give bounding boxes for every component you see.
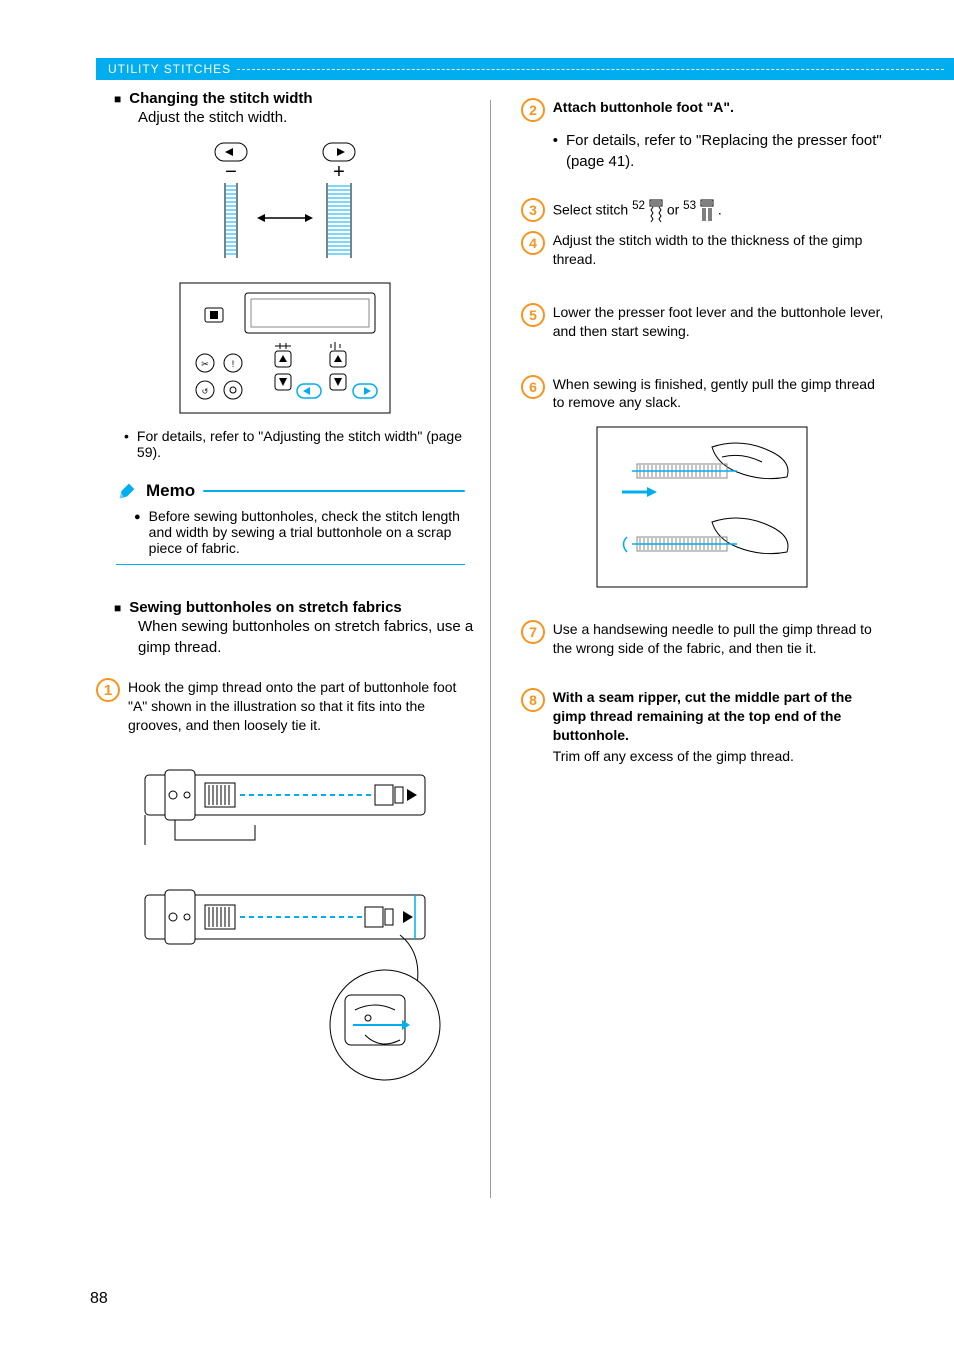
page-content: Changing the stitch width Adjust the sti… bbox=[96, 90, 884, 1288]
figure-foot-top bbox=[96, 745, 475, 865]
memo-title: Memo bbox=[146, 481, 195, 501]
memo-icon bbox=[116, 480, 138, 502]
step-number-5-icon: 5 bbox=[521, 303, 545, 327]
svg-text:1: 1 bbox=[104, 682, 112, 699]
heading-changing-width: Changing the stitch width bbox=[114, 90, 475, 107]
step-number-7-icon: 7 bbox=[521, 620, 545, 644]
heading-sub: Adjust the stitch width. bbox=[138, 107, 475, 128]
svg-text:+: + bbox=[334, 161, 346, 183]
step-5-text: Lower the presser foot lever and the but… bbox=[553, 303, 884, 341]
memo-bottom-line bbox=[116, 564, 465, 565]
step-6-text: When sewing is finished, gently pull the… bbox=[553, 375, 884, 413]
step-number-8-icon: 8 bbox=[521, 688, 545, 712]
heading-text: Changing the stitch width bbox=[129, 90, 312, 107]
detail-ref-text: For details, refer to "Adjusting the sti… bbox=[137, 428, 475, 460]
right-column: 2 Attach buttonhole foot "A". For detail… bbox=[505, 90, 884, 1288]
step-2-text: Attach buttonhole foot "A". bbox=[553, 98, 884, 117]
figure-stitch-width-keys: − + bbox=[96, 138, 475, 268]
step-8: 8 With a seam ripper, cut the middle par… bbox=[521, 688, 884, 766]
step-number-1-icon: 1 bbox=[96, 678, 120, 702]
step-8-body: With a seam ripper, cut the middle part … bbox=[553, 688, 884, 766]
stitch-52-icon bbox=[649, 199, 663, 223]
svg-text:7: 7 bbox=[529, 624, 537, 640]
step-8-text: With a seam ripper, cut the middle part … bbox=[553, 688, 884, 745]
step-number-2-icon: 2 bbox=[521, 98, 545, 122]
step-2: 2 Attach buttonhole foot "A". bbox=[521, 98, 884, 122]
memo-header: Memo bbox=[116, 480, 465, 502]
step-4: 4 Adjust the stitch width to the thickne… bbox=[521, 231, 884, 269]
step-1-text: Hook the gimp thread onto the part of bu… bbox=[128, 678, 475, 735]
memo-line bbox=[203, 490, 465, 492]
step3-a: Select stitch bbox=[553, 202, 632, 218]
step-number-3-icon: 3 bbox=[521, 198, 545, 222]
memo-bullet: Before sewing buttonholes, check the sti… bbox=[134, 508, 465, 556]
memo-text: Before sewing buttonholes, check the sti… bbox=[149, 508, 465, 556]
step-7: 7 Use a handsewing needle to pull the gi… bbox=[521, 620, 884, 658]
step3-mid: or bbox=[667, 202, 683, 218]
section-header: UTILITY STITCHES bbox=[96, 58, 954, 80]
step-number-6-icon: 6 bbox=[521, 375, 545, 399]
step-7-text: Use a handsewing needle to pull the gimp… bbox=[553, 620, 884, 658]
page-number: 88 bbox=[90, 1290, 108, 1308]
svg-text:5: 5 bbox=[529, 307, 537, 323]
step3-num1: 52 bbox=[632, 199, 645, 212]
stitch-53-icon bbox=[700, 199, 714, 223]
svg-text:4: 4 bbox=[529, 235, 537, 251]
figure-control-panel: ✂ ! ↺ bbox=[96, 278, 475, 418]
step-2-body: Attach buttonhole foot "A". bbox=[553, 98, 884, 122]
step-2-sub: For details, refer to "Replacing the pre… bbox=[553, 130, 884, 172]
left-column: Changing the stitch width Adjust the sti… bbox=[96, 90, 475, 1288]
step3-b: . bbox=[718, 202, 722, 218]
step-6: 6 When sewing is finished, gently pull t… bbox=[521, 375, 884, 413]
step3-num2: 53 bbox=[683, 199, 696, 212]
svg-text:↺: ↺ bbox=[202, 387, 209, 396]
step-4-text: Adjust the stitch width to the thickness… bbox=[553, 231, 884, 269]
step-2-sub-text: For details, refer to "Replacing the pre… bbox=[566, 130, 884, 172]
step-8-sub: Trim off any excess of the gimp thread. bbox=[553, 747, 884, 766]
heading-stretch-text: Sewing buttonholes on stretch fabrics bbox=[129, 599, 402, 616]
svg-text:3: 3 bbox=[529, 202, 537, 218]
svg-text:✂: ✂ bbox=[202, 359, 210, 369]
step-5: 5 Lower the presser foot lever and the b… bbox=[521, 303, 884, 341]
svg-text:6: 6 bbox=[529, 379, 537, 395]
figure-pull-thread bbox=[521, 422, 884, 592]
heading-stretch: Sewing buttonholes on stretch fabrics bbox=[114, 599, 475, 616]
detail-ref-width: For details, refer to "Adjusting the sti… bbox=[124, 428, 475, 460]
figure-foot-bottom bbox=[96, 875, 475, 1095]
section-title: UTILITY STITCHES bbox=[96, 62, 231, 76]
svg-text:8: 8 bbox=[529, 692, 537, 708]
step-number-4-icon: 4 bbox=[521, 231, 545, 255]
step-1: 1 Hook the gimp thread onto the part of … bbox=[96, 678, 475, 735]
heading-stretch-sub: When sewing buttonholes on stretch fabri… bbox=[138, 616, 475, 658]
step-3-text: Select stitch 52 or 53 . bbox=[553, 198, 884, 223]
header-dashes bbox=[237, 69, 944, 70]
step-3: 3 Select stitch 52 or 53 . bbox=[521, 198, 884, 223]
memo-box: Memo Before sewing buttonholes, check th… bbox=[116, 480, 465, 575]
column-divider bbox=[490, 100, 491, 1198]
svg-text:−: − bbox=[226, 161, 238, 183]
svg-text:2: 2 bbox=[529, 102, 537, 118]
svg-text:!: ! bbox=[232, 359, 235, 369]
